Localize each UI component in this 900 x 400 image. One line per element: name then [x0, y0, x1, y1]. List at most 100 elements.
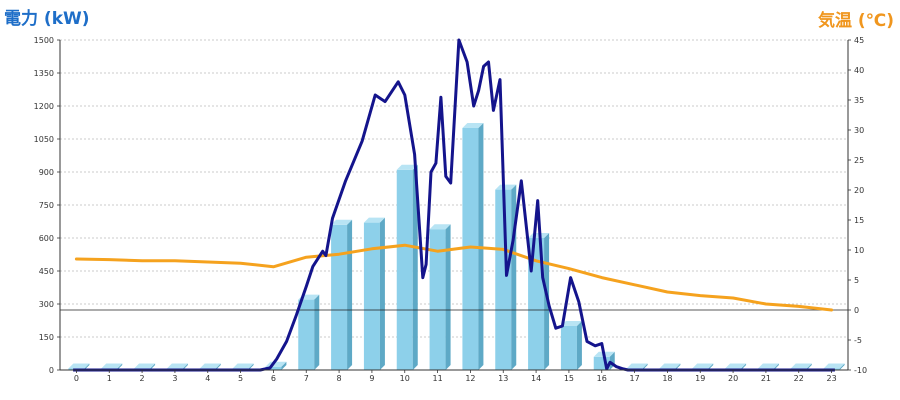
bar [298, 294, 320, 370]
right-tick-label: 5 [854, 276, 859, 285]
x-tick-label: 15 [564, 374, 574, 383]
bar-face [560, 326, 577, 370]
bar-side [576, 321, 582, 370]
bar [396, 164, 418, 370]
bar-side [150, 363, 156, 370]
right-tick-label: 20 [854, 186, 864, 195]
left-tick-label: 1050 [34, 135, 54, 144]
bar [528, 233, 550, 370]
bar-top [199, 363, 221, 369]
bar-top [757, 363, 779, 369]
bar-top [790, 363, 812, 369]
right-tick-label: -5 [854, 336, 862, 345]
bar-top [396, 164, 418, 170]
bar-top [692, 363, 714, 369]
bar-top [166, 363, 188, 369]
x-tick-label: 11 [432, 374, 442, 383]
x-tick-label: 2 [140, 374, 145, 383]
bar-side [675, 363, 681, 370]
left-tick-label: 1200 [34, 102, 54, 111]
right-tick-label: 25 [854, 156, 864, 165]
left-axis-title: 電力 (kW) [4, 9, 90, 29]
left-tick-label: 300 [39, 300, 54, 309]
x-tick-label: 17 [629, 374, 639, 383]
bar-top [232, 363, 254, 369]
x-tick-label: 1 [107, 374, 112, 383]
bar-face [396, 169, 413, 370]
bar [560, 321, 582, 370]
bar-face [363, 222, 380, 370]
bar-face [265, 366, 282, 370]
bar-side [84, 363, 90, 370]
x-tick-label: 3 [172, 374, 177, 383]
bar-side [314, 294, 320, 370]
left-tick-label: 600 [39, 234, 54, 243]
tick-labels: 01503004506007509001050120013501500-10-5… [34, 36, 867, 383]
bar [363, 217, 385, 370]
bar-face [495, 189, 512, 370]
x-tick-label: 4 [205, 374, 210, 383]
bar-side [773, 363, 779, 370]
left-tick-label: 1500 [34, 36, 54, 45]
left-tick-label: 1350 [34, 69, 54, 78]
bar-top [101, 363, 123, 369]
bar-top [363, 217, 385, 223]
bar-face [298, 299, 315, 370]
bar-top [659, 363, 681, 369]
bar-face [429, 229, 446, 370]
bar-top [331, 219, 353, 225]
left-tick-label: 450 [39, 267, 54, 276]
bar-face [462, 128, 479, 370]
x-tick-label: 16 [597, 374, 607, 383]
bar-side [741, 363, 747, 370]
x-tick-label: 20 [728, 374, 738, 383]
bar-top [823, 363, 845, 369]
bar-top [626, 363, 648, 369]
x-tick-label: 13 [498, 374, 508, 383]
bar-top [429, 224, 451, 230]
bar-top [560, 321, 582, 326]
x-tick-label: 23 [826, 374, 836, 383]
power-line [73, 38, 835, 372]
right-tick-label: 10 [854, 246, 864, 255]
bar-side [215, 363, 221, 370]
right-tick-label: 0 [854, 306, 859, 315]
bar-side [708, 363, 714, 370]
right-tick-label: 15 [854, 216, 864, 225]
bar-side [379, 217, 385, 370]
x-tick-label: 0 [74, 374, 79, 383]
x-tick-label: 22 [794, 374, 804, 383]
bar [429, 224, 451, 370]
bar-top [462, 123, 484, 128]
left-tick-label: 150 [39, 333, 54, 342]
x-tick-label: 21 [761, 374, 771, 383]
right-axis-title: 気温 (℃) [817, 11, 894, 31]
power-series-line [73, 38, 835, 372]
right-tick-label: 30 [854, 126, 864, 135]
temperature-series-line [74, 243, 834, 312]
x-tick-label: 5 [238, 374, 243, 383]
bar-top [134, 363, 156, 369]
grid-lines [60, 39, 848, 338]
bar-side [182, 363, 188, 370]
bar-top [725, 363, 747, 369]
bar-face [331, 224, 348, 370]
x-tick-label: 7 [304, 374, 309, 383]
x-tick-label: 9 [369, 374, 374, 383]
bar-side [806, 363, 812, 370]
bar-side [544, 233, 550, 370]
bar-top [68, 363, 90, 369]
right-tick-label: 40 [854, 66, 864, 75]
bar-side [412, 164, 418, 370]
x-tick-label: 6 [271, 374, 276, 383]
axes [57, 39, 851, 373]
x-tick-label: 12 [465, 374, 475, 383]
right-tick-label: -10 [854, 366, 867, 375]
x-tick-label: 19 [695, 374, 705, 383]
left-tick-label: 750 [39, 201, 54, 210]
bar-side [347, 219, 353, 370]
x-tick-label: 14 [531, 374, 541, 383]
bar-side [281, 361, 287, 370]
x-tick-label: 10 [400, 374, 410, 383]
